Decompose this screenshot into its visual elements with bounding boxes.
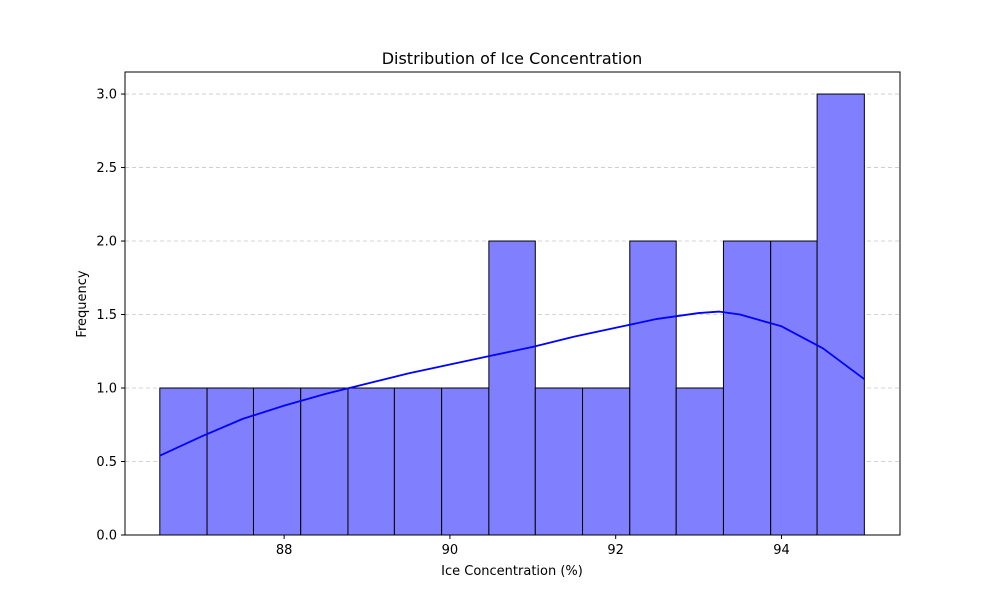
kde-line — [159, 310, 865, 457]
x-tick-label: 88 — [276, 543, 293, 558]
y-tick-label: 1.5 — [96, 308, 117, 323]
histogram-bar — [252, 387, 302, 536]
histogram-bar — [393, 387, 443, 536]
histogram-bar — [488, 240, 536, 536]
histogram-bar — [441, 387, 490, 536]
y-axis-ticks: 0.0 0.5 1.0 1.5 2.0 2.5 3.0 — [96, 88, 125, 544]
chart-title: Distribution of Ice Concentration — [382, 49, 643, 68]
x-axis-label: Ice Concentration (%) — [441, 564, 583, 579]
histogram-bar — [675, 387, 724, 536]
y-tick-label: 0.5 — [96, 455, 117, 470]
histogram-bar — [206, 387, 254, 536]
bars-layer — [159, 93, 865, 536]
histogram-bar — [629, 240, 677, 536]
histogram-bar — [300, 387, 349, 536]
histogram-bar — [770, 240, 818, 536]
x-axis-ticks: 88 90 92 94 — [276, 535, 790, 558]
kde-layer — [159, 310, 865, 457]
histogram-bar — [534, 387, 584, 536]
y-tick-label: 1.0 — [96, 382, 117, 397]
histogram-bar — [582, 387, 631, 536]
y-tick-label: 2.5 — [96, 161, 117, 176]
y-tick-label: 2.0 — [96, 235, 117, 250]
plot-frame — [124, 71, 901, 536]
histogram-bar — [722, 240, 772, 536]
x-tick-label: 92 — [607, 543, 624, 558]
histogram-bar — [347, 387, 395, 536]
x-tick-label: 94 — [773, 543, 790, 558]
y-tick-label: 3.0 — [96, 88, 117, 103]
histogram-bar — [159, 387, 208, 536]
y-axis-label: Frequency — [75, 270, 90, 337]
y-tick-label: 0.0 — [96, 529, 117, 544]
x-tick-label: 90 — [442, 543, 459, 558]
histogram-bar — [816, 93, 865, 536]
